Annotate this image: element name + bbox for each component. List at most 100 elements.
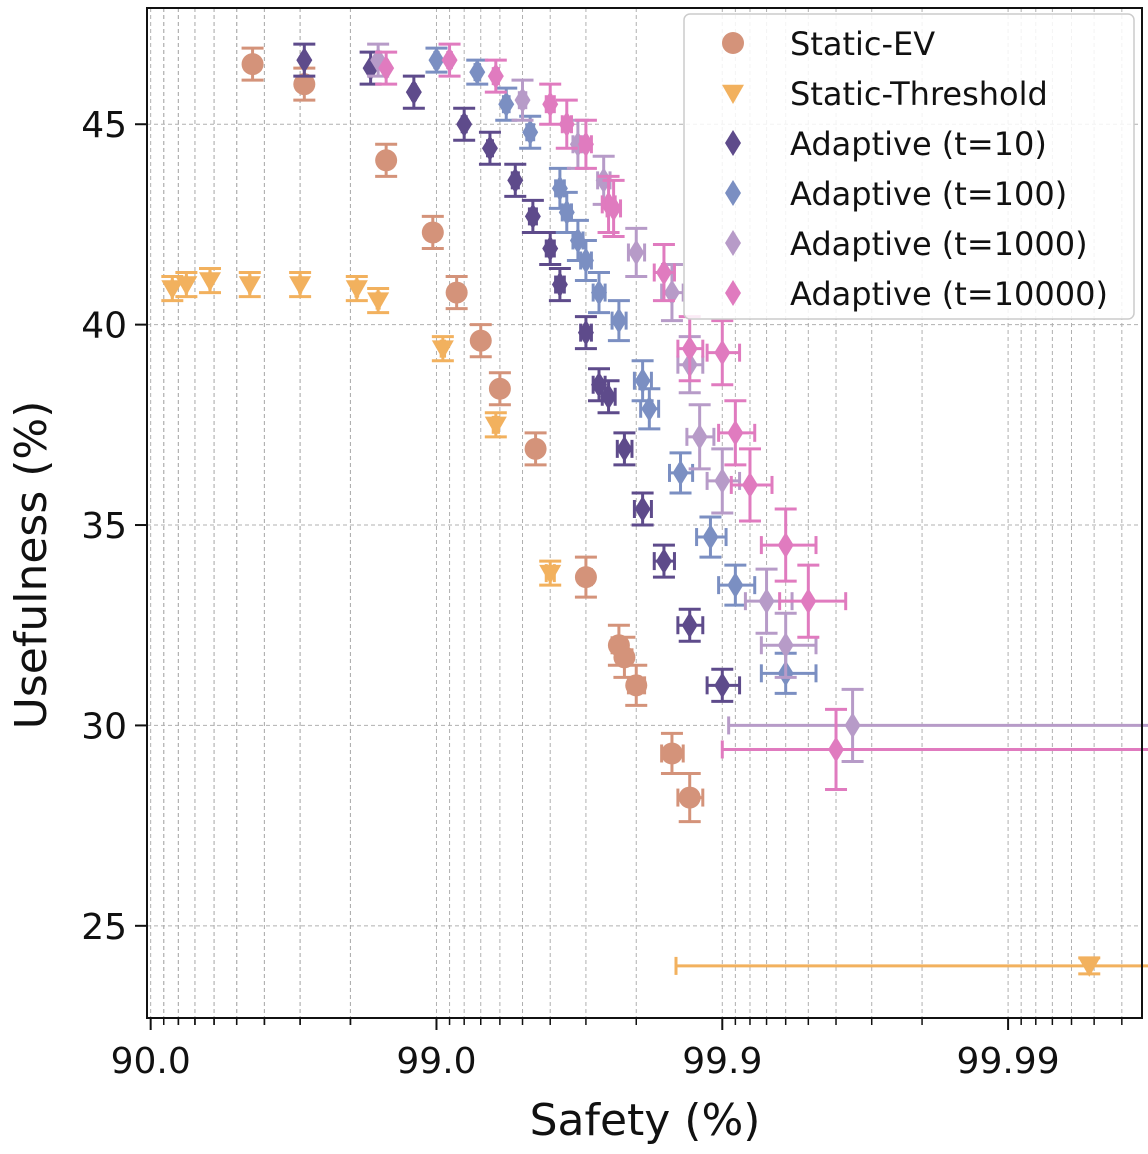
marker	[539, 564, 562, 585]
marker	[488, 377, 511, 400]
series-adaptive-t-100-	[425, 46, 818, 695]
series-adaptive-t-10000-	[375, 42, 1148, 792]
data-point	[587, 271, 610, 315]
marker	[681, 612, 698, 639]
marker	[199, 272, 222, 292]
legend-label: Static-Threshold	[790, 75, 1048, 113]
marker	[551, 175, 568, 202]
data-point	[539, 82, 562, 126]
marker	[524, 437, 547, 460]
data-point	[676, 315, 705, 383]
legend-item: Static-EV	[722, 25, 935, 63]
data-point	[607, 299, 630, 343]
data-point	[574, 555, 597, 599]
data-point	[375, 142, 398, 178]
data-point	[484, 58, 507, 94]
data-point	[652, 543, 676, 579]
marker	[800, 588, 817, 615]
marker	[714, 339, 731, 366]
marker	[577, 319, 594, 346]
x-axis-label: Safety (%)	[530, 1095, 761, 1146]
data-point	[548, 267, 571, 303]
marker	[441, 47, 458, 74]
data-point	[717, 399, 757, 467]
data-point	[199, 267, 222, 295]
marker	[421, 221, 444, 244]
data-point	[729, 447, 774, 523]
x-tick-label: 99.99	[957, 1041, 1060, 1082]
marker	[634, 367, 651, 394]
marker	[828, 736, 845, 763]
legend-marker	[722, 32, 744, 54]
data-point	[631, 491, 654, 527]
series-layer	[161, 42, 1148, 977]
marker	[777, 532, 794, 559]
marker	[469, 59, 486, 86]
y-axis-label: Usefulness (%)	[6, 401, 57, 730]
marker	[378, 55, 395, 82]
marker	[484, 416, 507, 436]
marker	[727, 572, 744, 599]
data-point	[667, 451, 695, 495]
data-point	[727, 687, 1148, 763]
plot-frame	[146, 7, 1143, 1019]
marker	[672, 459, 689, 486]
marker	[605, 195, 622, 222]
data-point	[555, 190, 578, 234]
marker	[507, 167, 524, 194]
data-point	[674, 956, 1148, 977]
data-point	[466, 58, 489, 86]
axes: 90.0 99.0 99.9 99.99 25 30 35 40 45	[81, 7, 1143, 1082]
data-point	[488, 371, 511, 407]
legend-label: Adaptive (t=1000)	[790, 225, 1088, 263]
marker	[628, 239, 645, 266]
marker	[431, 340, 454, 360]
marker	[590, 279, 607, 306]
marker	[514, 87, 531, 114]
marker	[714, 672, 731, 699]
marker	[613, 646, 636, 669]
legend-item: Adaptive (t=10000)	[725, 275, 1108, 313]
marker	[498, 91, 515, 118]
legend-marker	[725, 130, 741, 156]
series-adaptive-t-10-	[293, 42, 742, 703]
y-tick-label: 40	[81, 306, 127, 347]
data-point	[548, 166, 571, 210]
marker	[161, 280, 184, 300]
data-point	[613, 635, 636, 679]
marker	[542, 91, 559, 118]
marker	[574, 566, 597, 589]
marker	[625, 674, 648, 697]
marker	[524, 203, 541, 230]
data-point	[574, 315, 597, 351]
marker	[456, 111, 473, 138]
data-point	[521, 198, 544, 234]
marker	[714, 467, 731, 494]
marker	[641, 395, 658, 422]
x-tick-label: 99.9	[682, 1041, 762, 1082]
marker	[660, 742, 683, 765]
marker	[405, 79, 422, 106]
marker	[1078, 957, 1101, 977]
data-point	[289, 271, 312, 299]
legend-label: Adaptive (t=10000)	[790, 275, 1108, 313]
y-tick-label: 35	[81, 506, 127, 547]
marker	[655, 548, 672, 575]
data-point	[539, 559, 562, 587]
marker	[175, 276, 198, 296]
marker	[293, 73, 316, 96]
grid	[147, 8, 1142, 1018]
marker	[551, 271, 568, 298]
legend-marker	[725, 230, 741, 256]
data-point	[705, 447, 742, 515]
marker	[663, 279, 680, 306]
marker	[577, 131, 594, 158]
marker	[375, 149, 398, 172]
data-point	[717, 563, 757, 607]
data-point	[504, 162, 527, 198]
data-point	[602, 178, 625, 238]
legend-marker	[722, 84, 744, 104]
data-point	[438, 42, 461, 78]
marker	[238, 276, 261, 296]
